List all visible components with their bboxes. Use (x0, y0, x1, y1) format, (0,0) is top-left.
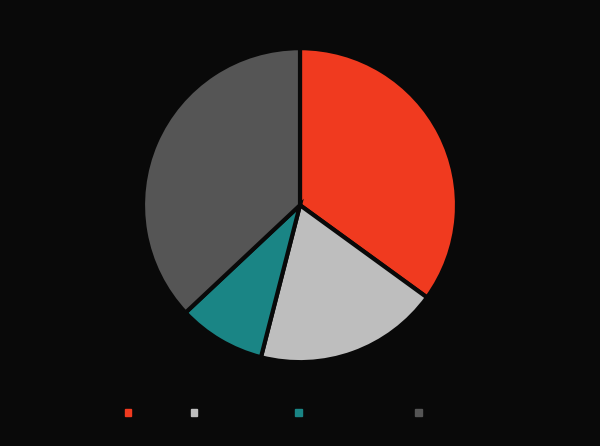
Wedge shape (143, 48, 300, 313)
Legend: Bankruptcy, No Asset Procedures, Debt Repayment Orders, Liquidations: Bankruptcy, No Asset Procedures, Debt Re… (121, 405, 479, 421)
Wedge shape (261, 205, 427, 362)
Wedge shape (185, 205, 300, 357)
Wedge shape (300, 48, 457, 297)
